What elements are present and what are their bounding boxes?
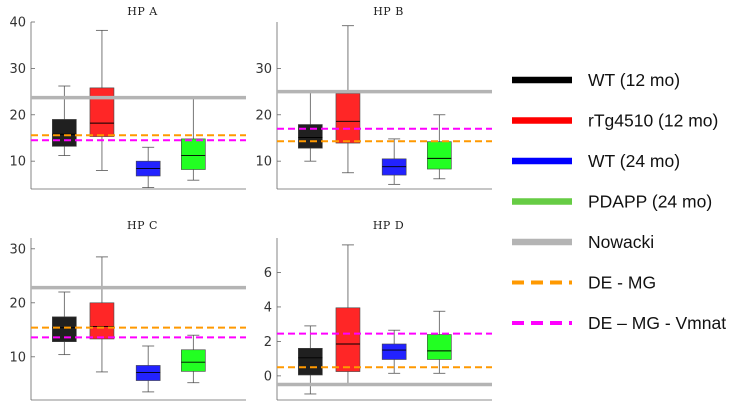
- y-tick-label: 20: [9, 296, 26, 311]
- panel-title: HP D: [373, 219, 404, 232]
- y-tick-label: 10: [9, 155, 26, 170]
- panel-hp-c: HP C 10 20 30: [9, 219, 246, 401]
- y-tick-label: 30: [9, 62, 26, 77]
- box-pdapp-24-mo: [427, 310, 452, 374]
- y-tick-label: 20: [255, 108, 272, 123]
- box-iqr: [135, 365, 161, 381]
- box-iqr: [181, 138, 206, 170]
- legend-label: rTg4510 (12 mo): [588, 111, 718, 131]
- box-iqr: [335, 93, 361, 144]
- box-iqr: [52, 119, 77, 147]
- box-wt-24-mo: [135, 345, 161, 393]
- panel-hp-a: HP A 10 20 30 40: [9, 5, 246, 190]
- box-iqr: [381, 343, 407, 360]
- legend-label: WT (12 mo): [588, 70, 680, 90]
- panel-title: HP B: [373, 5, 404, 18]
- y-tick-label: 2: [264, 335, 272, 350]
- y-tick-label: 4: [264, 300, 272, 315]
- box-rtg4510-12-mo: [335, 244, 361, 385]
- box-iqr: [427, 141, 452, 170]
- legend-label: Nowacki: [588, 232, 654, 252]
- y-tick-label: 20: [9, 108, 26, 123]
- panel-title: HP C: [127, 219, 158, 232]
- box-pdapp-24-mo: [181, 334, 206, 384]
- box-wt-24-mo: [381, 329, 407, 374]
- legend-item: WT (24 mo): [512, 151, 680, 171]
- panel-hp-d: HP D 0 2 4 6: [264, 219, 492, 401]
- box-wt-12-mo: [298, 90, 323, 162]
- legend-label: PDAPP (24 mo): [588, 192, 712, 212]
- box-pdapp-24-mo: [427, 114, 452, 180]
- legend-item: DE – MG - Vmnat: [512, 313, 726, 333]
- box-iqr: [335, 307, 361, 372]
- legend-item: PDAPP (24 mo): [512, 192, 712, 212]
- y-tick-label: 30: [255, 62, 272, 77]
- y-tick-label: 40: [9, 16, 26, 31]
- box-rtg4510-12-mo: [335, 25, 361, 174]
- box-rtg4510-12-mo: [89, 256, 115, 373]
- box-iqr: [181, 349, 206, 372]
- legend-item: DE - MG: [512, 273, 656, 293]
- legend-label: DE – MG - Vmnat: [588, 313, 726, 333]
- box-rtg4510-12-mo: [89, 29, 115, 171]
- legend-item: Nowacki: [512, 232, 654, 252]
- box-iqr: [298, 347, 323, 376]
- legend-item: WT (12 mo): [512, 70, 680, 90]
- panel-title: HP A: [127, 5, 158, 18]
- box-wt-24-mo: [135, 146, 161, 189]
- box-pdapp-24-mo: [181, 98, 206, 181]
- box-iqr: [427, 334, 452, 360]
- box-iqr: [89, 302, 115, 340]
- box-wt-12-mo: [298, 325, 323, 395]
- box-iqr: [298, 124, 323, 149]
- y-tick-label: 10: [9, 350, 26, 365]
- panel-hp-b: HP B 10 20 30: [255, 5, 492, 190]
- y-tick-label: 0: [264, 369, 272, 384]
- legend-item: rTg4510 (12 mo): [512, 111, 718, 131]
- y-tick-label: 30: [9, 242, 26, 257]
- legend: WT (12 mo) rTg4510 (12 mo) WT (24 mo) PDAPP…: [512, 70, 726, 333]
- box-wt-12-mo: [52, 291, 77, 356]
- y-tick-label: 10: [255, 155, 272, 170]
- box-wt-24-mo: [381, 138, 407, 185]
- legend-label: WT (24 mo): [588, 151, 680, 171]
- y-tick-label: 6: [264, 266, 272, 281]
- box-iqr: [89, 87, 115, 137]
- legend-label: DE - MG: [588, 273, 656, 293]
